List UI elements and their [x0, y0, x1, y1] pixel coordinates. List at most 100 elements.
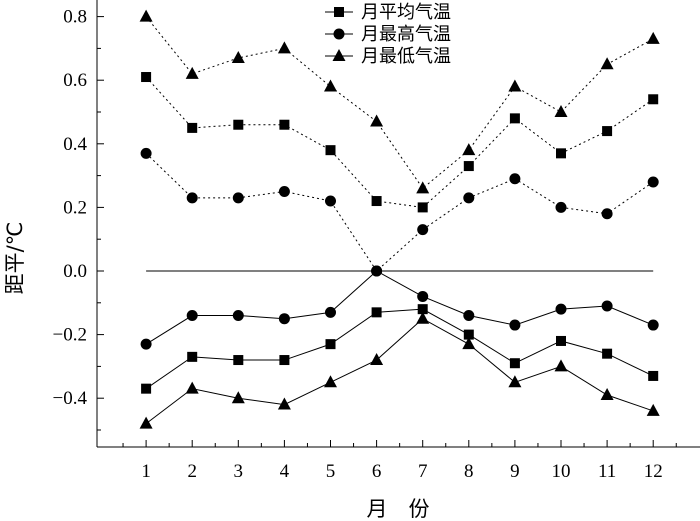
data-point-circle — [325, 195, 336, 207]
y-tick-label: 0.0 — [63, 261, 87, 282]
legend-marker-circle — [333, 28, 345, 40]
data-point-triangle — [370, 353, 384, 366]
data-point-circle — [186, 310, 198, 322]
data-point-square — [556, 148, 566, 159]
data-point-triangle — [277, 41, 291, 54]
data-point-square — [187, 351, 198, 362]
data-point-circle — [417, 224, 429, 236]
data-point-triangle — [508, 375, 522, 388]
series-line — [145, 152, 654, 272]
legend-label: 月平均气温 — [361, 2, 451, 23]
data-point-square — [371, 196, 382, 207]
y-tick-label: −0.4 — [53, 388, 88, 409]
data-point-circle — [463, 192, 475, 204]
data-point-triangle — [416, 181, 430, 194]
data-point-triangle — [231, 50, 245, 63]
data-point-circle — [278, 186, 290, 197]
series-line — [145, 308, 654, 390]
data-point-triangle — [416, 311, 430, 324]
data-point-square — [325, 339, 336, 350]
data-point-circle — [278, 313, 290, 325]
y-tick-label: −0.2 — [53, 325, 87, 346]
legend-marker-triangle — [332, 49, 346, 61]
y-tick-label: 0.4 — [63, 134, 87, 155]
data-point-square — [509, 113, 520, 124]
data-point-circle — [232, 192, 244, 204]
data-point-circle — [647, 319, 659, 331]
ticks: −0.4−0.20.00.20.40.60.81 2 3 4 5 6 7 8 9 10 11 12 — [53, 7, 677, 482]
data-point-triangle — [554, 359, 568, 372]
data-point-square — [417, 202, 428, 213]
x-tick-label: 2 — [187, 461, 197, 482]
series-line — [145, 318, 654, 425]
x-tick-label: 10 — [552, 461, 571, 482]
x-tick-label: 8 — [464, 461, 474, 482]
data-point-square — [417, 304, 428, 315]
legend-marker-square — [334, 7, 344, 17]
data-point-circle — [647, 176, 659, 188]
x-tick-label: 11 — [598, 461, 616, 482]
series-4 — [140, 265, 659, 350]
data-point-square — [279, 119, 290, 130]
data-point-circle — [555, 201, 567, 213]
data-point-triangle — [462, 143, 476, 156]
data-point-square — [602, 348, 613, 359]
series-layer — [139, 9, 660, 429]
series-2 — [139, 9, 660, 194]
y-axis-label: 距平/℃ — [3, 222, 27, 295]
data-point-square — [509, 358, 520, 369]
y-tick-label: 0.6 — [63, 70, 87, 91]
data-point-square — [233, 355, 244, 366]
data-point-circle — [417, 290, 429, 302]
data-point-circle — [601, 208, 613, 220]
data-point-triangle — [324, 375, 337, 388]
data-point-triangle — [554, 105, 568, 117]
series-1 — [140, 147, 659, 277]
data-point-triangle — [139, 416, 153, 429]
data-point-circle — [555, 303, 567, 315]
data-point-square — [602, 126, 613, 137]
data-point-circle — [140, 338, 152, 350]
data-point-circle — [601, 300, 613, 312]
data-point-square — [141, 383, 152, 394]
x-tick-label: 4 — [280, 461, 290, 482]
data-point-triangle — [646, 31, 660, 44]
data-point-triangle — [646, 403, 660, 416]
x-tick-label: 3 — [234, 461, 244, 482]
data-point-square — [325, 145, 336, 156]
data-point-square — [279, 355, 290, 366]
series-3 — [141, 304, 659, 394]
data-point-triangle — [139, 9, 153, 22]
x-axis-label: 月 份 — [367, 497, 430, 521]
data-point-square — [556, 335, 566, 346]
data-point-triangle — [508, 79, 522, 92]
data-point-circle — [140, 147, 152, 159]
data-point-circle — [509, 319, 521, 331]
data-point-triangle — [324, 79, 337, 92]
series-5 — [139, 311, 660, 429]
y-tick-label: 0.2 — [63, 197, 87, 218]
data-point-circle — [463, 310, 475, 322]
data-point-triangle — [600, 388, 614, 401]
data-point-triangle — [370, 114, 384, 127]
legend-label: 月最高气温 — [361, 24, 451, 45]
data-point-triangle — [277, 397, 291, 410]
data-point-triangle — [185, 66, 199, 79]
y-tick-label: 0.8 — [63, 7, 87, 28]
x-tick-label: 1 — [141, 461, 151, 482]
data-point-square — [648, 94, 659, 105]
data-point-square — [463, 329, 474, 340]
series-0 — [141, 72, 659, 213]
x-tick-label: 12 — [644, 461, 663, 482]
data-point-square — [371, 307, 382, 318]
axes — [96, 0, 700, 448]
data-point-circle — [186, 192, 198, 204]
data-point-circle — [232, 310, 244, 322]
data-point-circle — [325, 306, 336, 318]
data-point-square — [463, 161, 474, 172]
x-tick-label: 7 — [418, 461, 428, 482]
data-point-square — [141, 72, 152, 83]
